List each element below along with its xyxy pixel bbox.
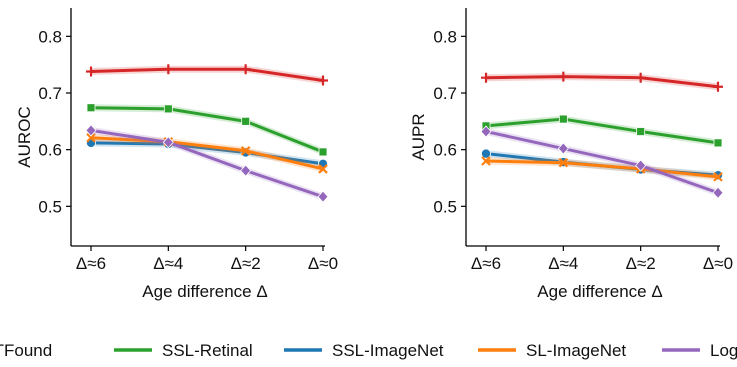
auroc-point-sl-imagenet [86,132,96,143]
aupr-x-tick-label: Δ≈0 [703,254,733,273]
aupr-point-ssl-retinal [636,127,646,136]
aupr-point-retfound [558,71,569,82]
aupr-y-tick-label: 0.7 [433,84,457,103]
aupr-y-tick-label: 0.5 [433,197,457,216]
auroc-point-ssl-retinal [318,147,328,157]
aupr-y-tick-label: 0.6 [433,141,457,160]
legend-label-retfound: RETFound [0,341,52,360]
aupr-point-retfound [481,72,491,83]
aupr-x-axis-label: Age difference Δ [537,282,662,301]
auroc-point-retfound [163,64,174,75]
auroc-band-ssl-imagenet [91,139,323,168]
auroc-band-sl-imagenet [91,134,323,173]
aupr-point-ssl-retinal [713,138,723,148]
auroc-point-sl-imagenet [240,146,251,156]
auroc-series-ssl-retinal [86,103,328,157]
legend: RETFound SSL-Retinal SSL-ImageNet SL-ImageN… [0,341,737,360]
aupr-point-sl-imagenet [713,172,723,182]
auroc-series-sl-imagenet [86,132,328,174]
aupr-point-ssl-imagenet [480,148,491,159]
auroc-point-retfound [86,66,96,77]
auroc-point-sl-imagenet [318,164,328,174]
aupr-line-ssl-retinal [484,117,720,145]
aupr-point-retfound [635,72,646,83]
auroc-point-ssl-retinal [86,103,96,113]
auroc-point-log [162,136,174,149]
auroc-x-tick-label: Δ≈2 [231,254,261,273]
auroc-series-log [85,124,329,203]
auroc-y-tick-label: 0.5 [38,197,62,216]
auroc-x-axis-label: Age difference Δ [142,282,267,301]
auroc-point-log [317,190,329,203]
auroc-line-ssl-imagenet [89,141,325,166]
auroc-point-ssl-retinal [163,104,173,114]
aupr-point-log [480,125,492,138]
auroc-x-tick-label: Δ≈4 [153,254,183,273]
aupr-x-tick-label: Δ≈4 [548,254,578,273]
aupr-series-ssl-retinal [481,114,723,148]
aupr-line-log [484,130,720,195]
aupr-line-sl-imagenet [484,159,720,179]
auroc-point-retfound [240,64,251,75]
auroc-line-ssl-retinal [89,106,325,154]
aupr-point-log [557,142,569,155]
aupr-series-sl-imagenet [481,156,723,182]
aupr-x-tick-label: Δ≈2 [626,254,656,273]
aupr-point-log [635,159,647,172]
auroc-point-log [240,164,252,177]
auroc-x-tick-label: Δ≈6 [76,254,106,273]
aupr-point-retfound [713,81,723,92]
auroc-point-log [85,124,97,137]
legend-label-sl-imagenet: SL-ImageNet [526,341,626,360]
aupr-y-tick-label: 0.8 [433,27,457,46]
aupr-panel: 0.5 0.6 0.7 0.8 Δ≈6 Δ≈4 Δ≈2 Δ≈0 Age difference Δ… [409,8,733,301]
aupr-series-log [480,125,724,199]
auroc-line-retfound [89,67,325,83]
auroc-line-sl-imagenet [89,136,325,171]
auroc-y-tick-label: 0.6 [38,141,62,160]
legend-label-ssl-retinal: SSL-Retinal [162,341,253,360]
auroc-y-tick-label: 0.7 [38,84,62,103]
aupr-point-sl-imagenet [558,157,569,168]
auroc-y-tick-label: 0.8 [38,27,62,46]
aupr-point-log [712,186,724,199]
aupr-x-tick-label: Δ≈6 [471,254,501,273]
aupr-series-retfound [481,71,723,92]
auroc-line-log [89,128,325,199]
auroc-point-retfound [318,75,328,86]
auroc-x-tick-label: Δ≈0 [308,254,338,273]
auroc-series-retfound [86,64,328,86]
auroc-y-axis-label: AUROC [15,106,34,167]
aupr-point-ssl-retinal [558,114,568,124]
aupr-line-retfound [484,75,720,89]
auroc-panel: 0.5 0.6 0.7 0.8 Δ≈6 Δ≈4 Δ≈2 Δ≈0 Age difference Δ… [15,8,338,301]
legend-label-log: Log [710,341,737,360]
aupr-band-ssl-retinal [486,115,718,147]
aupr-y-axis-label: AUPR [409,113,428,160]
legend-label-ssl-imagenet: SSL-ImageNet [332,341,444,360]
aupr-point-sl-imagenet [481,156,491,166]
auroc-point-ssl-retinal [241,116,251,126]
